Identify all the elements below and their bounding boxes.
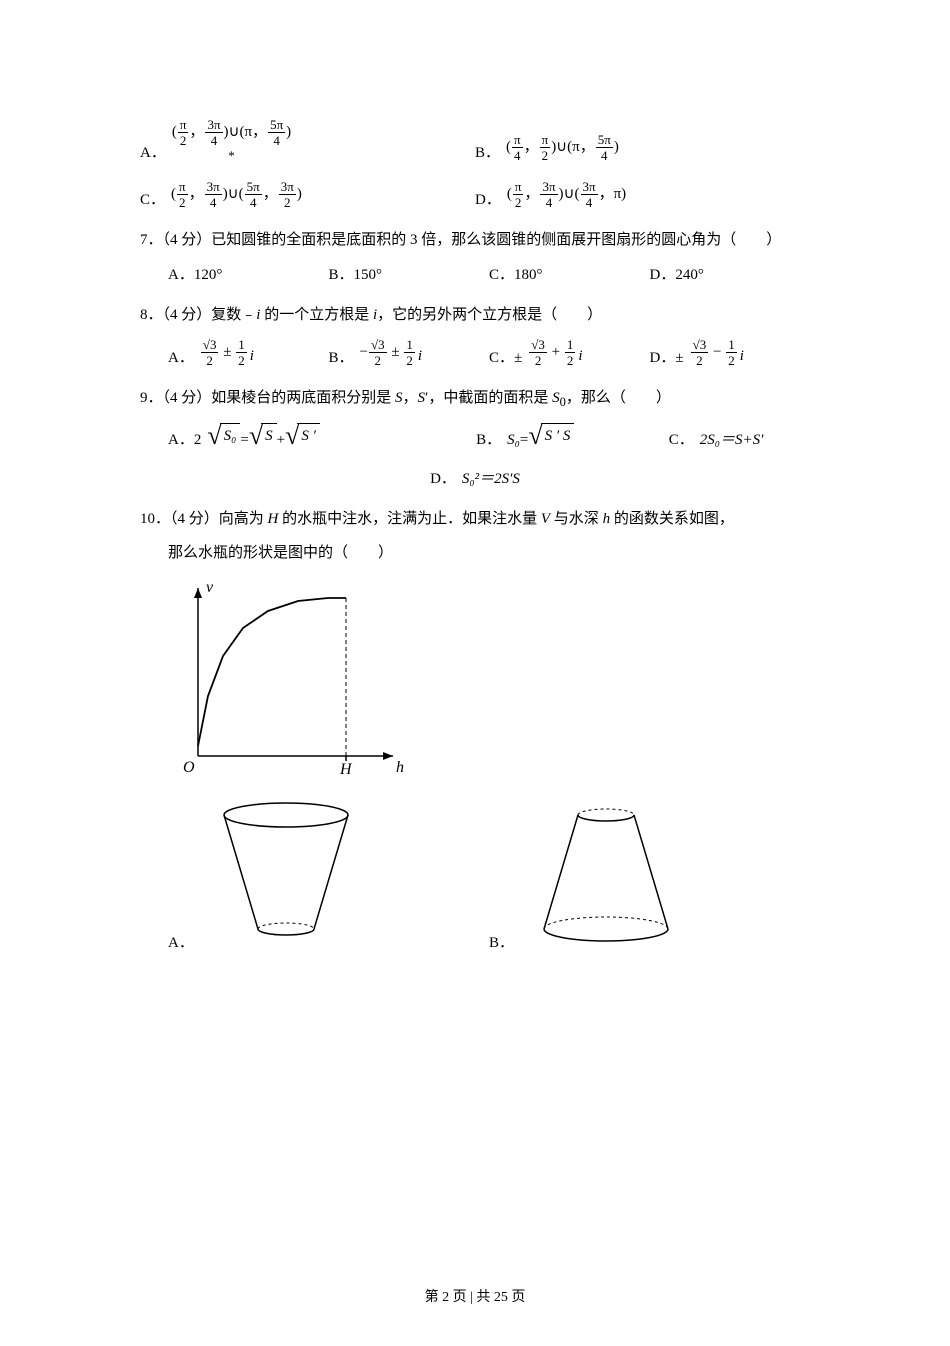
question-text: 8．（4 分）复数﹣i 的一个立方根是 i，它的另外两个立方根是（ ）: [140, 307, 602, 323]
q7-option-c: C．180°: [489, 259, 650, 288]
option-expr: √32 − 12i: [690, 338, 744, 367]
q8-option-b: B． −√32 ± 12i: [329, 334, 490, 371]
vessel-b-svg: [524, 797, 689, 952]
option-label: C．: [669, 428, 694, 449]
option-text: 2S₀＝S+S′: [700, 428, 764, 449]
page-footer: 第 2 页 | 共 25 页: [0, 1286, 950, 1306]
q7-options: A．120° B．150° C．180° D．240°: [140, 259, 810, 288]
q7-option-d: D．240°: [650, 259, 811, 288]
option-label: A．: [168, 346, 194, 367]
q9-options-row1: A．2 √S₀ = √S + √S ′ B． S₀ = √S ′ S C． 2S…: [140, 419, 810, 453]
q7-option-b: B．150°: [329, 259, 490, 288]
option-text: D．240°: [650, 263, 704, 284]
q9-option-a: A．2 √S₀ = √S + √S ′: [168, 419, 476, 453]
option-expr: (π2，3π4)∪(π，5π4)*: [172, 118, 291, 162]
q7-stem: 7．（4 分）已知圆锥的全面积是底面积的 3 倍，那么该圆锥的侧面展开图扇形的圆…: [140, 225, 810, 255]
option-label: D．±: [650, 346, 684, 367]
svg-text:H: H: [339, 761, 353, 778]
q9-option-d: D． S₀²＝2S′S: [430, 463, 520, 492]
q10-stem-line1: 10．（4 分）向高为 H 的水瓶中注水，注满为止．如果注水量 V 与水深 h …: [140, 504, 810, 534]
vessel-a-svg: [204, 797, 369, 952]
option-label: B．: [329, 346, 354, 367]
q10-option-a: A．: [168, 797, 489, 952]
option-expr: −√32 ± 12i: [360, 338, 423, 367]
sqrt-expr: √S: [249, 423, 277, 449]
sqrt-expr: √S ′: [285, 423, 320, 449]
q10-stem-line2: 那么水瓶的形状是图中的（ ）: [140, 538, 810, 568]
q6-option-a: A． (π2，3π4)∪(π，5π4)*: [140, 114, 475, 166]
svg-text:h: h: [396, 759, 404, 776]
lhs: S₀: [507, 432, 520, 449]
sqrt-expr: √S₀: [207, 423, 240, 449]
q6-option-d: D． (π2，3π4)∪(3π4，π): [475, 176, 810, 213]
option-label: B．: [475, 141, 500, 162]
option-text: A．120°: [168, 263, 222, 284]
q9-option-b: B． S₀ = √S ′ S: [476, 419, 669, 453]
page: A． (π2，3π4)∪(π，5π4)* B． (π4，π2)∪(π，5π4) …: [0, 0, 950, 1346]
option-label: A．: [140, 141, 166, 162]
q7-option-a: A．120°: [168, 259, 329, 288]
option-label: A．: [168, 931, 194, 952]
option-expr: (π2，3π4)∪(5π4，3π2): [171, 180, 302, 209]
option-label: A．2: [168, 428, 201, 449]
option-text: B．150°: [329, 263, 383, 284]
option-label: B．: [476, 428, 501, 449]
option-label: C．±: [489, 346, 522, 367]
option-label: D．: [430, 467, 456, 488]
question-text: 9．（4 分）如果棱台的两底面积分别是 S，S′，中截面的面积是 S0，那么（ …: [140, 390, 671, 406]
question-text: 那么水瓶的形状是图中的（ ）: [168, 545, 393, 561]
option-expr: (π2，3π4)∪(3π4，π): [507, 180, 626, 209]
q6-option-b: B． (π4，π2)∪(π，5π4): [475, 114, 810, 166]
q6-options-row2: C． (π2，3π4)∪(5π4，3π2) D． (π2，3π4)∪(3π4，π…: [140, 176, 810, 213]
q8-option-d: D．± √32 − 12i: [650, 334, 811, 371]
q6-options-row1: A． (π2，3π4)∪(π，5π4)* B． (π4，π2)∪(π，5π4): [140, 114, 810, 166]
q6-option-c: C． (π2，3π4)∪(5π4，3π2): [140, 176, 475, 213]
option-text: S₀²＝2S′S: [462, 467, 520, 488]
q9-option-c: C． 2S₀＝S+S′: [669, 424, 810, 453]
q9-stem: 9．（4 分）如果棱台的两底面积分别是 S，S′，中截面的面积是 S0，那么（ …: [140, 383, 810, 415]
eq: =: [240, 432, 248, 449]
q8-option-a: A． √32 ± 12i: [168, 334, 329, 371]
option-expr: √32 + 12i: [528, 338, 582, 367]
plus: +: [277, 432, 285, 449]
svg-text:v: v: [206, 579, 214, 596]
q10-option-b: B．: [489, 797, 810, 952]
q8-options: A． √32 ± 12i B． −√32 ± 12i C．± √32 + 12i…: [140, 334, 810, 371]
sqrt-expr: √S ′ S: [528, 423, 574, 449]
option-text: C．180°: [489, 263, 543, 284]
svg-text:O: O: [183, 759, 195, 776]
eq: =: [520, 432, 528, 449]
question-text: 10．（4 分）向高为 H 的水瓶中注水，注满为止．如果注水量 V 与水深 h …: [140, 511, 734, 527]
option-expr: √32 ± 12i: [200, 338, 254, 367]
q8-stem: 8．（4 分）复数﹣i 的一个立方根是 i，它的另外两个立方根是（ ）: [140, 300, 810, 330]
option-label: B．: [489, 931, 514, 952]
question-text: 7．（4 分）已知圆锥的全面积是底面积的 3 倍，那么该圆锥的侧面展开图扇形的圆…: [140, 232, 781, 248]
q9-options-row2: D． S₀²＝2S′S: [140, 463, 810, 492]
q8-option-c: C．± √32 + 12i: [489, 334, 650, 371]
q10-vessel-row: A． B．: [140, 797, 810, 952]
graph-svg: O Hh v: [168, 576, 408, 791]
option-label: C．: [140, 188, 165, 209]
q10-graph: O Hh v: [168, 576, 810, 791]
option-label: D．: [475, 188, 501, 209]
option-expr: (π4，π2)∪(π，5π4): [506, 133, 619, 162]
